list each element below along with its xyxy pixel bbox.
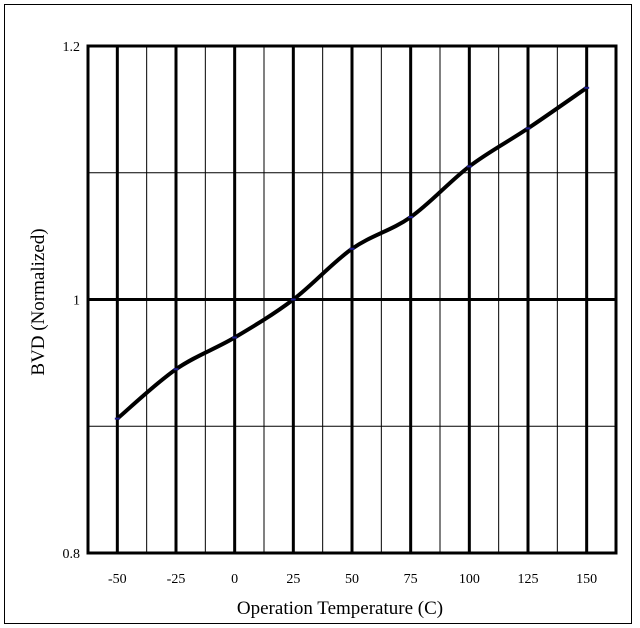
tick-labels: -50 -25 0 25 50 75 100 125 150 0.8 1 1.2 <box>63 40 598 587</box>
x-tick-label: 25 <box>286 572 300 587</box>
x-tick-label: -50 <box>108 572 127 587</box>
y-tick-label: 1.2 <box>63 40 81 55</box>
x-axis-title: Operation Temperature (C) <box>237 598 443 619</box>
series-line-group <box>114 86 590 421</box>
y-axis-title: BVD (Normalized) <box>28 228 49 375</box>
x-tick-label: 0 <box>231 572 238 587</box>
x-tick-label: -25 <box>167 572 186 587</box>
x-tick-label: 100 <box>459 572 480 587</box>
y-tick-label: 1 <box>73 294 80 309</box>
x-tick-label: 125 <box>518 572 539 587</box>
x-tick-label: 50 <box>345 572 359 587</box>
plot-border <box>86 44 618 555</box>
y-tick-label: 0.8 <box>63 547 81 562</box>
x-tick-label: 75 <box>404 572 418 587</box>
grid <box>86 44 618 555</box>
x-tick-label: 150 <box>576 572 597 587</box>
